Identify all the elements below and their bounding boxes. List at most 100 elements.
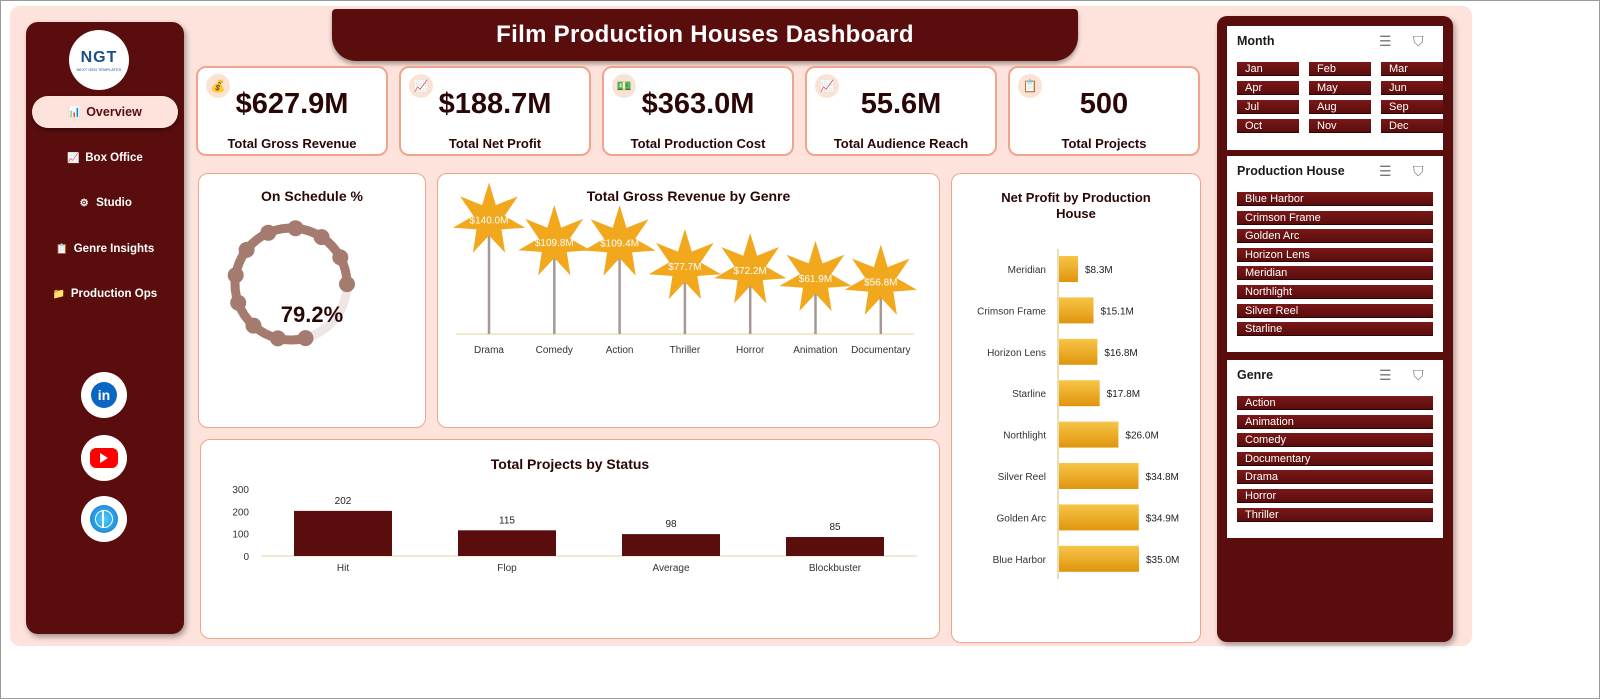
data-label: 202 xyxy=(335,496,352,507)
donut-bead xyxy=(297,330,314,347)
slicer-item-mar[interactable]: Mar xyxy=(1381,62,1443,76)
x-tick-label: Horror xyxy=(736,345,765,356)
x-tick-label: Hit xyxy=(337,563,349,574)
data-label: 115 xyxy=(499,515,515,526)
slicer-title: Genre xyxy=(1237,368,1274,382)
clipboard-icon: 📋 xyxy=(1018,74,1042,98)
nav-label: Production Ops xyxy=(70,288,158,300)
kpi-value: 500 xyxy=(1079,88,1129,120)
slicer-item[interactable]: Drama xyxy=(1237,470,1433,485)
status-bar xyxy=(458,530,556,556)
slicer-item-jul[interactable]: Jul xyxy=(1237,100,1299,114)
slicer-item[interactable]: Documentary xyxy=(1237,451,1433,466)
donut-bead xyxy=(260,224,277,241)
donut-bead xyxy=(313,229,330,246)
star-marker xyxy=(714,233,787,304)
youtube-button[interactable] xyxy=(81,435,127,481)
filters-panel: Month ☰ ⛉ Jan Feb Mar Apr May Jun Jul Aug Sep Oct… xyxy=(1217,16,1453,642)
slicer-item[interactable]: Blue Harbor xyxy=(1237,192,1433,206)
bar-chart-icon: 📊 xyxy=(67,106,81,118)
y-tick-label: Blue Harbor xyxy=(993,555,1047,566)
slicer-item-nov[interactable]: Nov xyxy=(1309,119,1371,133)
x-tick-label: Thriller xyxy=(670,345,701,356)
slicer-item[interactable]: Thriller xyxy=(1237,507,1433,522)
globe-icon xyxy=(90,505,118,533)
kpi-value: $627.9M xyxy=(235,88,349,120)
multi-select-icon[interactable]: ☰ xyxy=(1379,367,1392,383)
clear-filter-icon[interactable]: ⛉ xyxy=(1413,163,1424,179)
slicer-item[interactable]: Horror xyxy=(1237,489,1433,503)
slicer-item[interactable]: Starline xyxy=(1237,322,1433,337)
data-label: $140.0M xyxy=(470,215,509,226)
profit-bar xyxy=(1059,256,1078,282)
kpi-label: Total Projects xyxy=(1061,136,1147,151)
y-tick-label: Northlight xyxy=(1003,431,1046,442)
on-schedule-donut: 79.2% xyxy=(227,220,355,347)
cash-icon: 💵 xyxy=(612,74,636,98)
y-tick-label: Starline xyxy=(1012,389,1046,400)
slicer-item-apr[interactable]: Apr xyxy=(1237,81,1299,95)
data-label: $16.8M xyxy=(1104,348,1137,359)
on-schedule-card: On Schedule % 79.2% xyxy=(198,173,426,428)
slicer-item[interactable]: Golden Arc xyxy=(1237,229,1433,244)
y-tick-label: 300 xyxy=(232,485,249,496)
profit-bar xyxy=(1059,380,1100,407)
nav-box-office[interactable]: 📈 Box Office xyxy=(32,142,178,174)
kpi-card-audience-reach: 📈 55.6M Total Audience Reach xyxy=(805,66,997,156)
profit-bar xyxy=(1059,504,1139,531)
slicer-title: Production House xyxy=(1237,164,1345,178)
money-bag-icon: 💰 xyxy=(206,74,230,98)
nav-production-ops[interactable]: 📁 Production Ops xyxy=(32,278,178,310)
x-tick-label: Comedy xyxy=(536,345,573,356)
slicer-item-oct[interactable]: Oct xyxy=(1237,119,1299,133)
donut-bead xyxy=(332,249,349,266)
trend-chart-icon: 📈 xyxy=(67,152,80,164)
dashboard-title: Film Production Houses Dashboard xyxy=(496,21,914,48)
star-marker xyxy=(518,205,591,276)
slicer-item[interactable]: Northlight xyxy=(1237,285,1433,299)
slicer-item-feb[interactable]: Feb xyxy=(1309,62,1371,76)
status-bar xyxy=(294,510,392,556)
kpi-card-gross-revenue: 💰 $627.9M Total Gross Revenue xyxy=(196,66,388,156)
star-marker xyxy=(583,205,656,276)
nav-studio[interactable]: ⚙ Studio xyxy=(32,187,178,219)
y-tick-label: Golden Arc xyxy=(997,513,1046,524)
nav-overview[interactable]: 📊 Overview xyxy=(32,96,178,128)
slicer-item[interactable]: Action xyxy=(1237,396,1433,410)
data-label: $15.1M xyxy=(1101,306,1134,317)
slicer-item-aug[interactable]: Aug xyxy=(1309,100,1371,114)
slicer-item-jan[interactable]: Jan xyxy=(1237,62,1299,76)
slicer-item-sep[interactable]: Sep xyxy=(1381,100,1443,114)
slicer-item[interactable]: Comedy xyxy=(1237,433,1433,448)
y-tick-label: Horizon Lens xyxy=(987,348,1046,359)
y-tick-label: 200 xyxy=(232,507,249,518)
youtube-icon xyxy=(90,448,118,468)
slicer-item[interactable]: Meridian xyxy=(1237,266,1433,281)
multi-select-icon[interactable]: ☰ xyxy=(1379,163,1392,179)
chart-up-icon: 📈 xyxy=(409,74,433,98)
kpi-card-total-projects: 📋 500 Total Projects xyxy=(1008,66,1200,156)
slicer-item[interactable]: Crimson Frame xyxy=(1237,210,1433,225)
slicer-item[interactable]: Silver Reel xyxy=(1237,303,1433,318)
folder-icon: 📁 xyxy=(52,288,66,300)
donut-bead xyxy=(339,276,355,293)
clear-filter-icon[interactable]: ⛉ xyxy=(1413,33,1424,49)
nav-genre-insights[interactable]: 📋 Genre Insights xyxy=(32,233,178,265)
website-button[interactable] xyxy=(81,496,127,542)
clear-filter-icon[interactable]: ⛉ xyxy=(1413,367,1424,383)
gear-icon: ⚙ xyxy=(79,197,89,209)
y-tick-label: Crimson Frame xyxy=(977,306,1046,317)
sidebar: NGT NEXT GEN TEMPLATES 📊 Overview 📈 Box … xyxy=(26,22,184,634)
data-label: $109.4M xyxy=(600,238,639,249)
slicer-item[interactable]: Horizon Lens xyxy=(1237,247,1433,262)
linkedin-button[interactable]: in xyxy=(81,372,127,418)
donut-center-label: 79.2% xyxy=(281,302,343,327)
slicer-item-may[interactable]: May xyxy=(1309,81,1371,95)
slicer-item-jun[interactable]: Jun xyxy=(1381,81,1443,95)
x-tick-label: Drama xyxy=(474,345,504,356)
nav-label: Box Office xyxy=(85,152,143,164)
slicer-item-dec[interactable]: Dec xyxy=(1381,119,1443,133)
multi-select-icon[interactable]: ☰ xyxy=(1379,33,1392,49)
revenue-by-genre-card: Total Gross Revenue by Genre $140.0M Dram… xyxy=(437,173,940,428)
slicer-item[interactable]: Animation xyxy=(1237,414,1433,429)
